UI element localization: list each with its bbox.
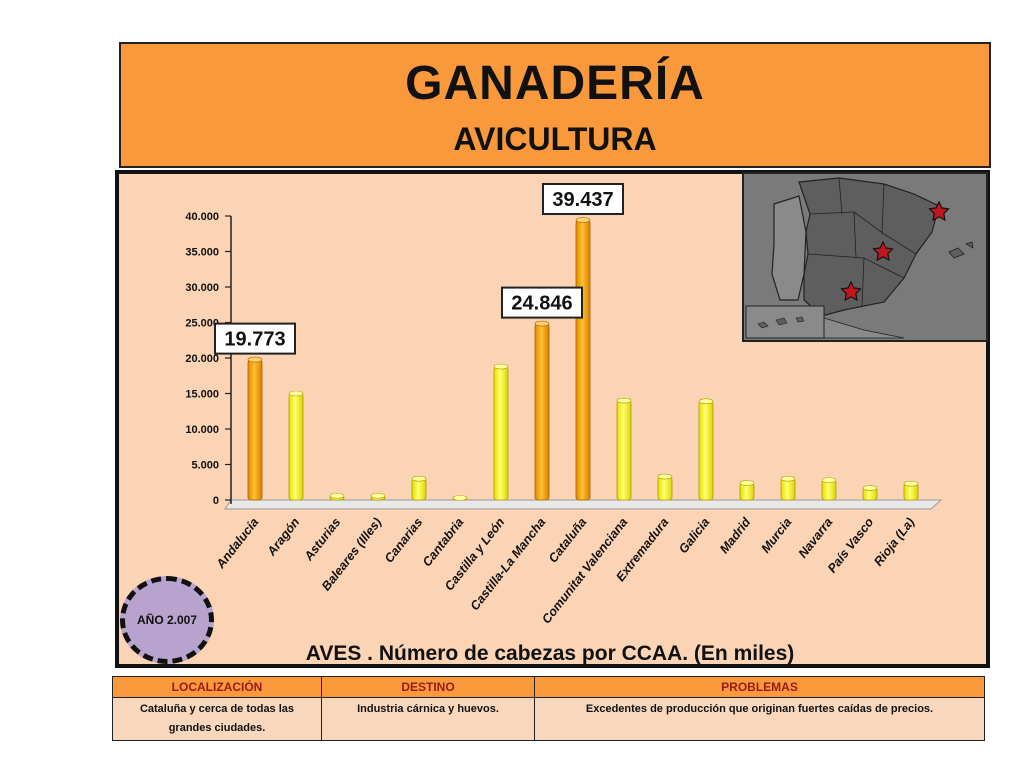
bar-top bbox=[739, 480, 755, 486]
x-tick-label: Asturias bbox=[301, 515, 343, 564]
bar bbox=[616, 400, 632, 501]
data-label: 19.773 bbox=[214, 322, 296, 355]
bar-group bbox=[575, 217, 591, 501]
data-label-text: 24.846 bbox=[511, 293, 572, 315]
bar bbox=[698, 400, 714, 501]
bar-top bbox=[370, 492, 386, 499]
bar-top bbox=[534, 320, 550, 327]
y-tick-label: 20.000 bbox=[185, 353, 219, 365]
bar-group bbox=[903, 480, 919, 501]
bar-top bbox=[698, 398, 714, 405]
bar-group bbox=[739, 480, 755, 501]
x-tick-label: Castilla-La Mancha bbox=[468, 515, 549, 613]
bar-top bbox=[493, 363, 509, 370]
bar-group bbox=[657, 473, 673, 501]
bar-group bbox=[247, 356, 263, 501]
star-icon bbox=[928, 200, 950, 222]
cell-destino: Industria cárnica y huevos. bbox=[321, 697, 535, 741]
x-tick-label: Rioja (La) bbox=[871, 515, 917, 568]
page-title: GANADERÍA bbox=[405, 57, 705, 110]
page-subtitle: AVICULTURA bbox=[453, 121, 657, 157]
bar-group bbox=[370, 492, 386, 501]
peninsula-shape bbox=[798, 177, 940, 317]
cell-localizacion: Cataluña y cerca de todas las grandes ci… bbox=[112, 697, 322, 741]
y-tick-label: 5.000 bbox=[191, 460, 219, 472]
y-tick-label: 15.000 bbox=[185, 389, 219, 401]
title-banner: GANADERÍA AVICULTURA bbox=[119, 42, 991, 168]
bar-group bbox=[780, 475, 796, 501]
data-label-box bbox=[542, 182, 624, 215]
star-icon bbox=[840, 280, 862, 302]
bar bbox=[247, 359, 263, 501]
chart-floor bbox=[224, 499, 943, 510]
bar-group bbox=[862, 485, 878, 501]
x-tick-label: Canarias bbox=[382, 515, 426, 565]
data-label: 39.437 bbox=[542, 182, 624, 215]
bar-top bbox=[288, 390, 304, 397]
y-tick-label: 40.000 bbox=[185, 211, 219, 223]
bar-top bbox=[862, 485, 878, 491]
bar bbox=[288, 393, 304, 501]
x-tick-label: Murcia bbox=[759, 515, 795, 555]
bar-top bbox=[247, 356, 263, 363]
y-tick-label: 0 bbox=[213, 495, 219, 507]
spain-map bbox=[742, 172, 988, 342]
bar-top bbox=[780, 475, 796, 482]
bar-chart: 0 5.000 10.000 15.000 20.000 25.000 30.000 35.0… bbox=[185, 182, 943, 626]
data-label-text: 19.773 bbox=[224, 329, 285, 351]
bar bbox=[493, 366, 509, 501]
x-tick-label: Andalucía bbox=[213, 515, 261, 572]
bar bbox=[821, 479, 837, 501]
bar-group bbox=[616, 397, 632, 501]
y-tick-label: 35.000 bbox=[185, 247, 219, 259]
y-tick-label: 10.000 bbox=[185, 424, 219, 436]
bar bbox=[657, 476, 673, 501]
header-problemas: PROBLEMAS bbox=[534, 676, 985, 698]
bar-group bbox=[698, 398, 714, 501]
star-icon bbox=[872, 240, 894, 262]
table-row: Cataluña y cerca de todas las grandes ci… bbox=[112, 697, 985, 741]
bar-top bbox=[903, 480, 919, 487]
bar-group bbox=[452, 495, 468, 501]
x-tick-label: Cataluña bbox=[546, 515, 590, 565]
bar bbox=[575, 219, 591, 501]
bar-top bbox=[411, 475, 427, 482]
bar-top bbox=[616, 397, 632, 404]
bar-group bbox=[411, 475, 427, 501]
data-label: 24.846 bbox=[501, 286, 583, 319]
bar-group bbox=[493, 363, 509, 501]
x-tick-label: Navarra bbox=[796, 515, 836, 560]
x-tick-label: Madrid bbox=[717, 515, 753, 556]
cell-problemas: Excedentes de producción que originan fu… bbox=[534, 697, 985, 741]
header-localizacion: LOCALIZACIÓN bbox=[112, 676, 322, 698]
data-label-box bbox=[501, 286, 583, 319]
info-table: LOCALIZACIÓN DESTINO PROBLEMAS Cataluña … bbox=[112, 676, 985, 741]
bar-group bbox=[821, 477, 837, 501]
y-tick-label: 30.000 bbox=[185, 282, 219, 294]
header-destino: DESTINO bbox=[321, 676, 535, 698]
bar-group bbox=[534, 320, 550, 501]
data-label-text: 39.437 bbox=[552, 189, 613, 211]
bar-top bbox=[821, 477, 837, 483]
y-tick-label: 25.000 bbox=[185, 318, 219, 330]
data-label-box bbox=[214, 322, 296, 355]
bar bbox=[411, 478, 427, 501]
table-header-row: LOCALIZACIÓN DESTINO PROBLEMAS bbox=[112, 676, 985, 698]
balearic-shape bbox=[948, 241, 974, 259]
bar-top bbox=[452, 495, 468, 501]
year-badge: AÑO 2.007 bbox=[120, 576, 214, 664]
chart-caption: AVES . Número de cabezas por CCAA. (En m… bbox=[305, 642, 795, 665]
bar-group bbox=[288, 390, 304, 501]
x-tick-label: Galicia bbox=[676, 515, 712, 556]
x-tick-label: Aragón bbox=[264, 515, 303, 559]
bar-top bbox=[575, 217, 591, 223]
bar bbox=[534, 323, 550, 501]
bar-group bbox=[329, 492, 345, 501]
bar-top bbox=[329, 492, 345, 499]
portugal-shape bbox=[771, 195, 807, 301]
bar bbox=[780, 478, 796, 501]
bar-top bbox=[657, 473, 673, 480]
